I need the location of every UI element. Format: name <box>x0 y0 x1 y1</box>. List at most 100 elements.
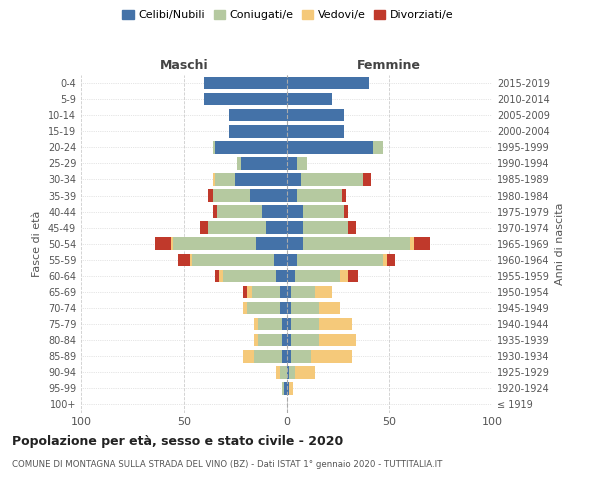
Bar <box>287 286 290 298</box>
Bar <box>250 190 287 202</box>
Bar <box>295 366 315 378</box>
Bar <box>383 254 387 266</box>
Bar <box>190 254 192 266</box>
Bar <box>287 318 290 330</box>
Bar <box>280 286 287 298</box>
Bar <box>287 302 290 314</box>
Bar <box>223 270 276 282</box>
Bar <box>283 350 287 362</box>
Bar <box>303 206 344 218</box>
Bar <box>280 366 287 378</box>
Bar <box>287 238 303 250</box>
Bar <box>212 190 250 202</box>
Bar <box>319 302 340 314</box>
Bar <box>287 222 303 234</box>
Bar <box>287 190 297 202</box>
Bar <box>266 222 287 234</box>
Bar <box>262 206 287 218</box>
Bar <box>289 382 293 394</box>
Bar <box>344 206 348 218</box>
Bar <box>217 206 262 218</box>
Bar <box>287 77 369 90</box>
Bar <box>247 302 280 314</box>
Bar <box>287 270 295 282</box>
Bar <box>212 141 215 154</box>
Bar <box>244 286 247 298</box>
Bar <box>229 125 287 138</box>
Text: Femmine: Femmine <box>357 60 421 72</box>
Y-axis label: Anni di nascita: Anni di nascita <box>555 202 565 285</box>
Bar <box>287 125 344 138</box>
Bar <box>297 254 383 266</box>
Bar <box>297 157 307 170</box>
Bar <box>315 286 332 298</box>
Bar <box>348 222 356 234</box>
Bar <box>256 238 287 250</box>
Bar <box>290 350 311 362</box>
Text: Maschi: Maschi <box>160 60 208 72</box>
Bar <box>283 334 287 346</box>
Bar <box>251 286 280 298</box>
Bar <box>155 238 172 250</box>
Bar <box>297 190 342 202</box>
Bar <box>254 334 258 346</box>
Bar <box>290 318 319 330</box>
Bar <box>229 109 287 122</box>
Bar <box>205 77 287 90</box>
Bar <box>244 350 254 362</box>
Bar <box>218 270 223 282</box>
Bar <box>178 254 190 266</box>
Bar <box>289 366 295 378</box>
Bar <box>287 350 290 362</box>
Bar <box>208 190 212 202</box>
Bar <box>254 318 258 330</box>
Bar <box>276 366 280 378</box>
Bar <box>287 157 297 170</box>
Bar <box>319 318 352 330</box>
Bar <box>340 270 348 282</box>
Bar <box>342 190 346 202</box>
Bar <box>311 350 352 362</box>
Bar <box>215 173 235 186</box>
Bar <box>173 238 256 250</box>
Bar <box>212 173 215 186</box>
Text: COMUNE DI MONTAGNA SULLA STRADA DEL VINO (BZ) - Dati ISTAT 1° gennaio 2020 - TUT: COMUNE DI MONTAGNA SULLA STRADA DEL VINO… <box>12 460 442 469</box>
Bar <box>241 157 287 170</box>
Bar <box>276 270 287 282</box>
Bar <box>235 173 287 186</box>
Bar <box>172 238 173 250</box>
Bar <box>287 141 373 154</box>
Bar <box>287 382 289 394</box>
Bar <box>274 254 287 266</box>
Bar <box>283 318 287 330</box>
Bar <box>208 222 266 234</box>
Bar <box>192 254 274 266</box>
Bar <box>237 157 241 170</box>
Bar <box>258 318 283 330</box>
Bar <box>247 286 251 298</box>
Bar <box>362 173 371 186</box>
Bar <box>287 109 344 122</box>
Y-axis label: Fasce di età: Fasce di età <box>32 210 42 277</box>
Bar <box>215 270 218 282</box>
Bar <box>303 238 410 250</box>
Bar <box>212 206 217 218</box>
Bar <box>280 302 287 314</box>
Bar <box>200 222 208 234</box>
Bar <box>244 302 247 314</box>
Bar <box>215 141 287 154</box>
Text: Popolazione per età, sesso e stato civile - 2020: Popolazione per età, sesso e stato civil… <box>12 434 343 448</box>
Bar <box>287 254 297 266</box>
Bar <box>287 206 303 218</box>
Bar <box>373 141 383 154</box>
Bar <box>254 350 283 362</box>
Bar <box>258 334 283 346</box>
Bar <box>290 334 319 346</box>
Bar <box>410 238 414 250</box>
Bar <box>287 334 290 346</box>
Bar <box>301 173 362 186</box>
Legend: Celibi/Nubili, Coniugati/e, Vedovi/e, Divorziati/e: Celibi/Nubili, Coniugati/e, Vedovi/e, Di… <box>118 6 458 25</box>
Bar <box>287 93 332 106</box>
Bar <box>303 222 348 234</box>
Bar <box>290 286 315 298</box>
